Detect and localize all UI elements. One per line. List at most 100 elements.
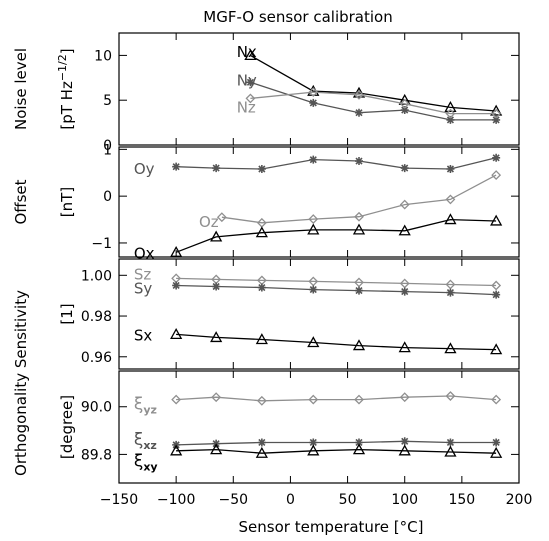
series-Sy: Sy [134, 280, 501, 299]
data-point [491, 108, 502, 119]
data-point [170, 245, 183, 257]
series-line [176, 157, 497, 170]
y-tick-label: 90.0 [81, 400, 112, 416]
data-point [309, 438, 318, 447]
series-label: Sy [134, 280, 153, 298]
data-point [352, 339, 366, 351]
data-point [446, 165, 455, 173]
x-tick-label: −100 [157, 492, 195, 508]
y-tick-label: 1 [103, 142, 112, 158]
data-point [307, 223, 320, 235]
series-ξyz: ξyz [134, 391, 502, 416]
unit-close: ] [58, 48, 76, 54]
data-point [309, 155, 318, 164]
series-label: Sz [134, 265, 152, 283]
data-point [446, 288, 455, 297]
data-point [490, 446, 503, 458]
series-label: Ny [237, 71, 257, 89]
data-point [256, 395, 267, 406]
data-point [308, 276, 319, 287]
panel-2: −1 0 1 Offset [nT] Oy Oz Ox [12, 142, 520, 262]
data-point [399, 199, 410, 210]
data-point [355, 438, 363, 447]
data-point [400, 437, 409, 446]
series-ξxy: ξxy [134, 443, 503, 474]
series-label: ξxy [134, 452, 158, 474]
data-point [257, 165, 266, 173]
data-point [398, 341, 411, 353]
y-axis-unit: [degree] [58, 395, 76, 459]
data-point [255, 226, 268, 238]
unit-base: [pT Hz [58, 81, 76, 130]
data-point [399, 98, 410, 109]
panel-frame [118, 258, 520, 370]
data-point [308, 87, 319, 98]
x-tick-label: −150 [100, 492, 138, 508]
data-point [308, 214, 319, 225]
panel-frame [118, 146, 520, 258]
y-axis-unit: [nT] [58, 187, 76, 217]
data-point [257, 438, 266, 447]
y-tick-label: 89.8 [81, 447, 112, 463]
data-point [355, 108, 363, 117]
data-point [172, 162, 181, 171]
chart-title: MGF-O sensor calibration [203, 8, 392, 26]
y-tick-label: 1.00 [81, 268, 112, 284]
series-Nz: Nz [237, 87, 502, 119]
x-tick-label: 150 [448, 492, 475, 508]
series-Nx: Nx [237, 43, 503, 116]
y-axis-unit: [1] [58, 303, 76, 324]
series-line [176, 277, 497, 287]
series-label: Sx [134, 326, 153, 344]
y-axis-label: Offset [12, 179, 30, 224]
y-tick-label: 0.96 [81, 350, 112, 366]
data-point [255, 333, 268, 345]
data-point [490, 343, 503, 355]
data-point [210, 443, 223, 455]
data-point [492, 290, 501, 299]
data-point [257, 283, 266, 292]
series-label-main: ξ [134, 430, 143, 450]
data-point [444, 213, 457, 225]
y-tick-label: 0.98 [81, 309, 112, 325]
data-point [172, 281, 181, 290]
data-point [245, 93, 256, 104]
x-tick-label: 200 [506, 492, 533, 508]
data-point [398, 224, 411, 236]
data-point [445, 194, 456, 205]
data-point [352, 443, 366, 455]
data-point [210, 230, 223, 242]
data-point [491, 280, 502, 291]
data-point [352, 223, 366, 235]
data-point [307, 444, 320, 456]
data-point [354, 277, 364, 288]
data-point [211, 392, 222, 403]
series-line [250, 91, 497, 115]
data-point [400, 164, 409, 173]
x-tick-label: 100 [391, 492, 418, 508]
series-label: ξyz [134, 394, 157, 416]
data-point [210, 331, 223, 343]
data-point [171, 394, 182, 405]
x-tick-label: −50 [219, 492, 249, 508]
series-Sz: Sz [134, 265, 502, 291]
series-label: Ox [134, 244, 155, 262]
data-point [400, 287, 409, 296]
series-ξxz: ξxz [134, 430, 501, 452]
series-label: Oy [134, 160, 155, 178]
data-point [399, 392, 410, 403]
data-point [354, 211, 364, 222]
data-point [444, 101, 457, 113]
series-label: Oz [199, 213, 219, 231]
series-label-subscript: yz [143, 403, 157, 416]
data-point [492, 438, 501, 447]
series-line [176, 440, 497, 446]
data-point [398, 444, 411, 456]
series-label: ξxz [134, 430, 157, 452]
data-point [490, 214, 503, 226]
unit-superscript: −1/2 [56, 54, 69, 81]
data-point [445, 279, 456, 290]
